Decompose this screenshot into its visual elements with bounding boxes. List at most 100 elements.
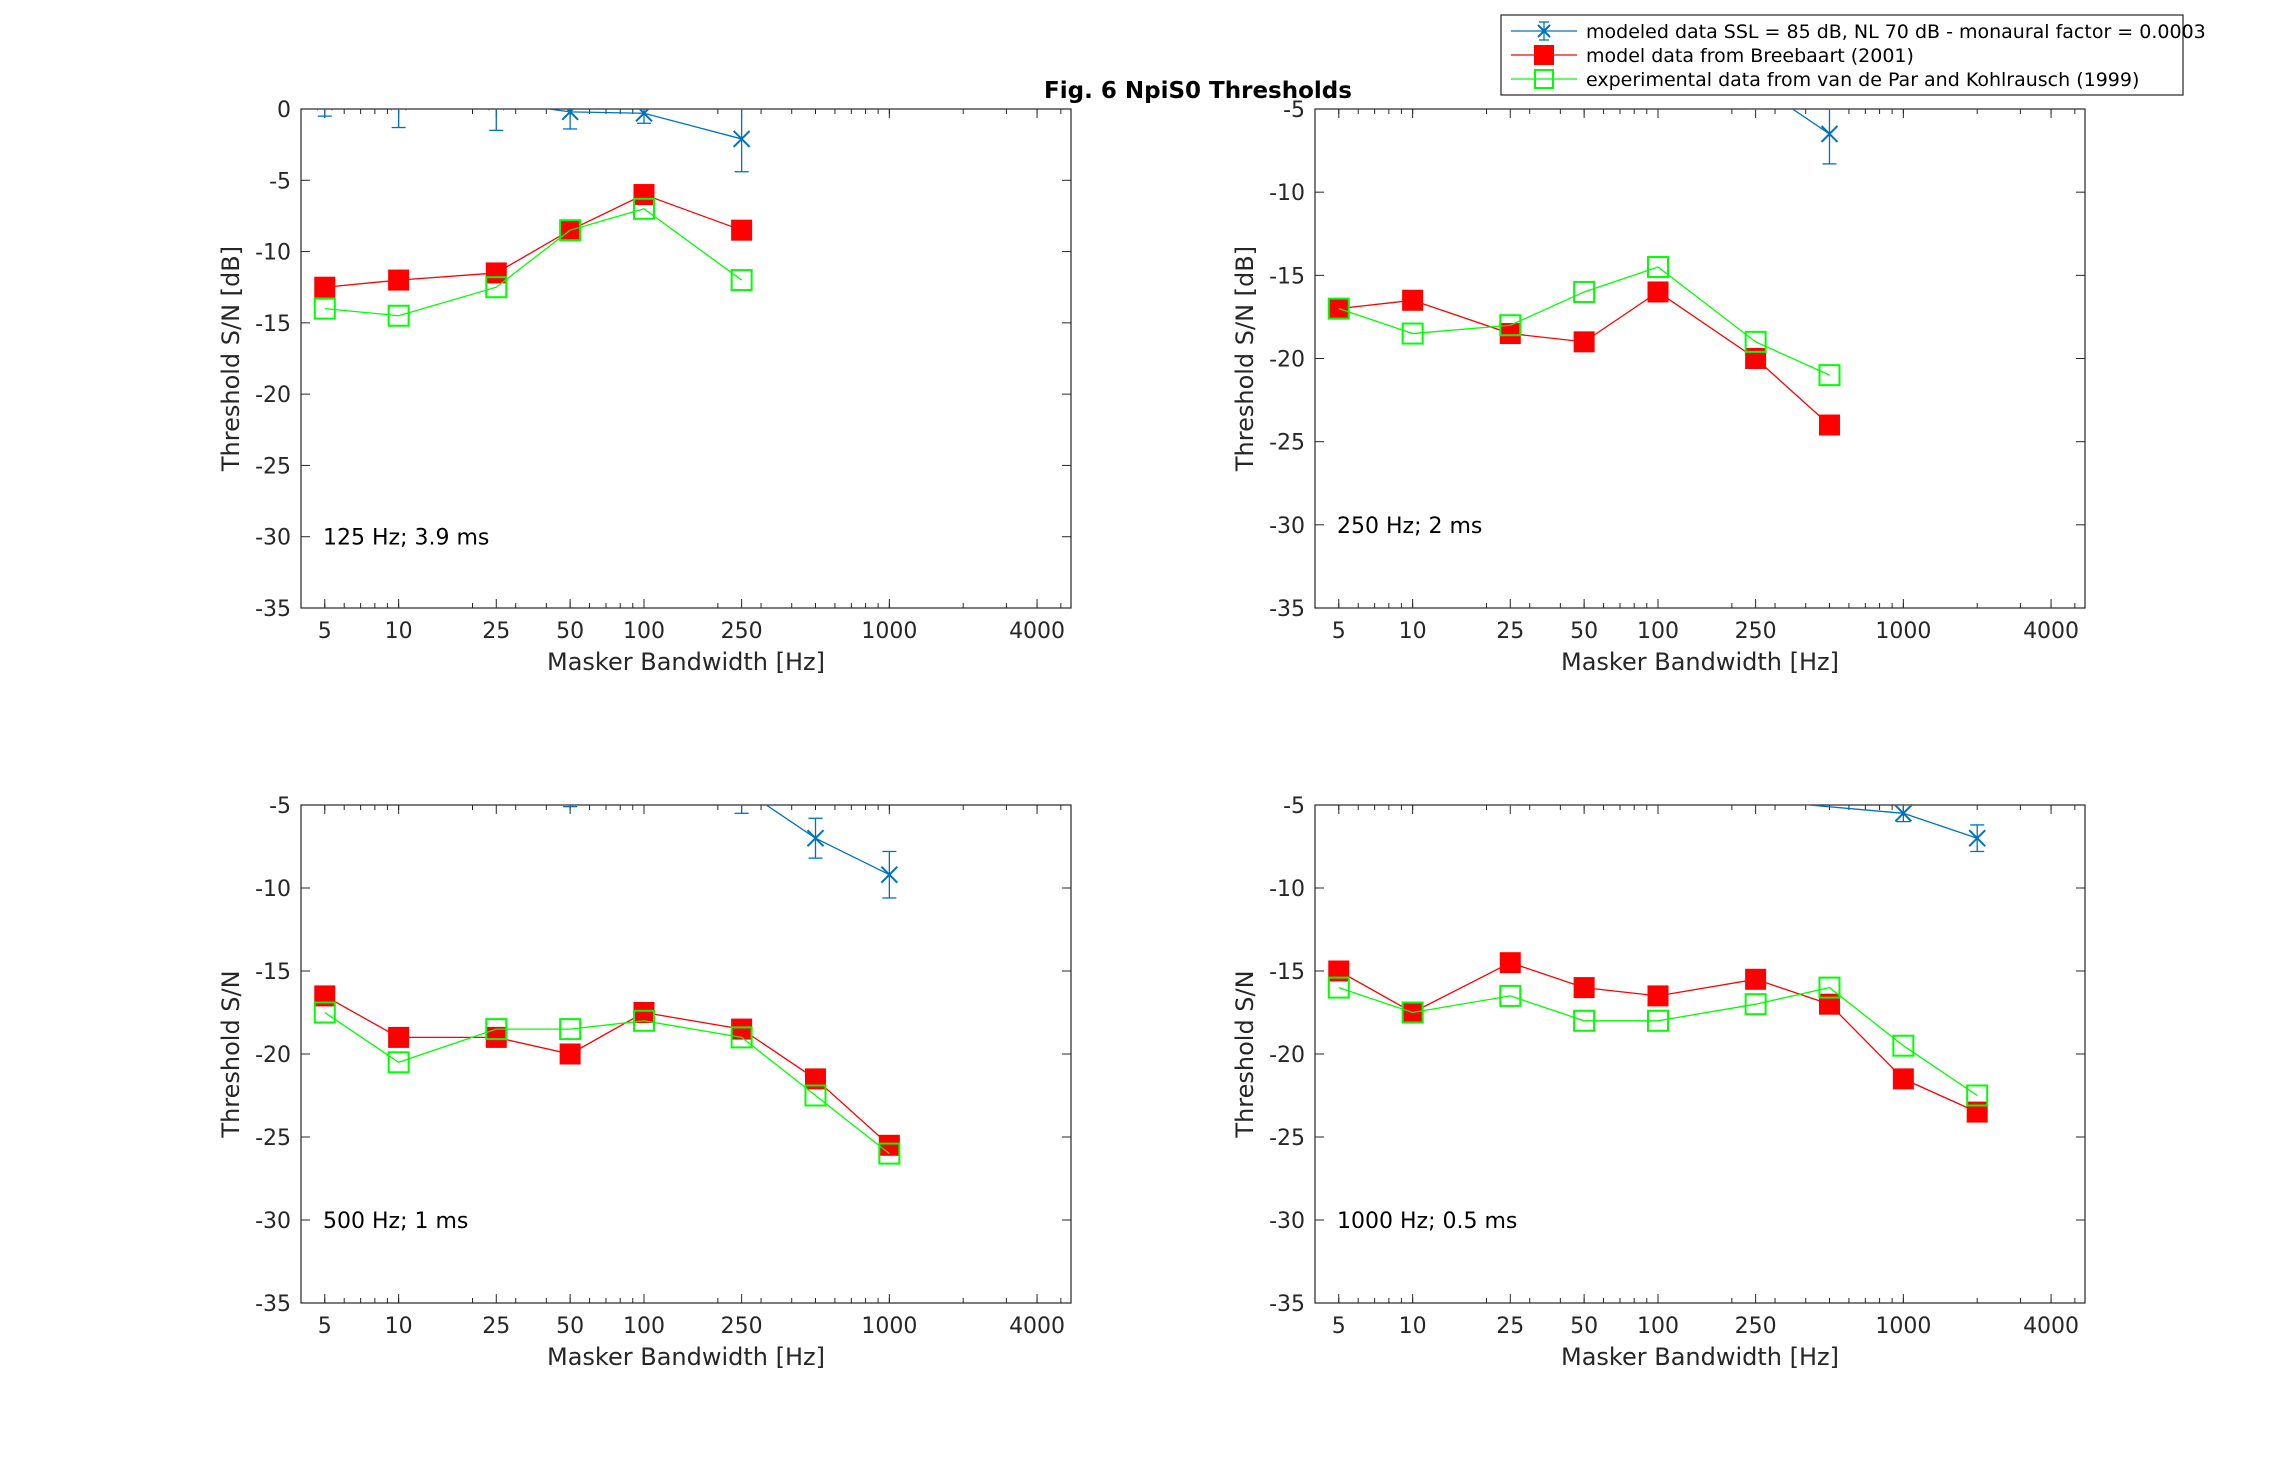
data-point-modeled-stroke: [316, 109, 320, 111]
data-point-modeled: [1502, 777, 1518, 793]
data-point-breebaart: [559, 1043, 581, 1065]
data-point-experimental: [313, 297, 336, 320]
x-tick-label: 1000: [861, 1314, 917, 1339]
y-tick-label: -30: [1269, 514, 1305, 539]
data-point-experimental: [730, 1026, 753, 1049]
axes-box: [1314, 804, 2086, 1304]
data-point-breebaart: [314, 985, 336, 1007]
data-point-experimental: [485, 276, 508, 299]
data-point-breebaart: [1499, 323, 1521, 345]
series-line-modeled: [544, 109, 742, 140]
series-line-experimental: [324, 1011, 890, 1155]
y-tick-label: -15: [255, 312, 291, 337]
legend-entry-modeled: modeled data SSL = 85 dB, NL 70 dB - mon…: [1586, 21, 2206, 43]
legend: modeled data SSL = 85 dB, NL 70 dB - mon…: [1500, 14, 2206, 96]
series-modeled: [562, 772, 899, 899]
y-tick-label: -10: [255, 877, 291, 902]
series-breebaart: [1328, 952, 1988, 1123]
series-line-experimental: [324, 208, 743, 317]
series-modeled: [316, 109, 751, 173]
data-point-modeled-stroke: [732, 130, 751, 148]
y-tick-label: -20: [255, 383, 291, 408]
data-point-modeled: [501, 109, 505, 111]
y-tick-label: -35: [1269, 597, 1305, 622]
y-tick-label: -25: [1269, 431, 1305, 456]
y-tick-label: -30: [255, 1209, 291, 1234]
x-tick-label: 5: [318, 1314, 332, 1339]
x-tick-label: 100: [623, 619, 665, 644]
x-tick-label: 5: [318, 619, 332, 644]
x-tick-label: 250: [1735, 1314, 1777, 1339]
x-tick-label: 1000: [1875, 1314, 1931, 1339]
y-tick-label: -25: [1269, 1126, 1305, 1151]
data-point-breebaart: [1647, 985, 1669, 1007]
plot-area: [1327, 777, 1989, 1123]
y-tick-label: -35: [255, 597, 291, 622]
data-point-modeled-stroke: [1968, 829, 1986, 847]
y-tick-label: -25: [255, 1126, 291, 1151]
figure-title: Fig. 6 NpiS0 Thresholds: [1044, 78, 1352, 104]
y-tick-label: -10: [255, 241, 291, 266]
series-line-modeled: [1791, 109, 1830, 135]
data-point-modeled-stroke: [734, 780, 750, 796]
x-tick-label: 100: [1637, 619, 1679, 644]
data-point-experimental: [730, 269, 753, 292]
legend-marker-filled-square: [1534, 45, 1554, 65]
x-tick-label: 4000: [2023, 619, 2079, 644]
data-point-experimental: [559, 219, 582, 242]
x-tick-label: 1000: [1875, 619, 1931, 644]
x-tick-label: 50: [1570, 619, 1598, 644]
x-tick-label: 4000: [1009, 1314, 1065, 1339]
data-point-experimental: [1499, 314, 1522, 337]
y-tick-label: -30: [255, 526, 291, 551]
data-point-modeled-stroke: [1894, 805, 1913, 823]
data-point-modeled-stroke: [1576, 777, 1592, 793]
data-point-breebaart: [633, 1002, 655, 1023]
series-modeled: [1502, 777, 1986, 853]
series-line-breebaart: [324, 193, 742, 288]
data-point-experimental: [632, 1009, 655, 1032]
axes-box: [1314, 108, 2086, 609]
data-point-experimental: [387, 1051, 410, 1074]
x-tick-label: 10: [1399, 619, 1427, 644]
y-axis-label: Threshold S/N: [1231, 970, 1259, 1138]
y-tick-label: -15: [1269, 960, 1305, 985]
data-point-experimental: [1499, 984, 1522, 1007]
legend-box: [1500, 14, 2184, 96]
y-tick-label: -20: [1269, 348, 1305, 373]
plot-area: [313, 109, 753, 327]
y-tick-label: -20: [255, 1043, 291, 1068]
x-axis-label: Masker Bandwidth [Hz]: [1561, 648, 1839, 676]
series-line-experimental: [1338, 266, 1830, 376]
series-breebaart: [314, 985, 900, 1156]
y-tick-label: -20: [1269, 1043, 1305, 1068]
x-tick-label: 10: [385, 1314, 413, 1339]
data-point-modeled: [562, 772, 578, 788]
data-point-breebaart: [388, 269, 410, 291]
series-line-modeled: [765, 805, 890, 876]
data-point-modeled-stroke: [1820, 125, 1839, 143]
y-tick-label: -10: [1269, 877, 1305, 902]
series-experimental: [313, 197, 753, 327]
data-point-modeled-stroke: [1502, 777, 1518, 793]
data-point-breebaart: [1402, 289, 1424, 311]
data-point-modeled-stroke: [389, 109, 393, 111]
data-point-experimental: [1744, 330, 1767, 353]
x-tick-label: 10: [1399, 1314, 1427, 1339]
data-point-experimental: [1327, 976, 1350, 999]
data-point-modeled: [1576, 777, 1592, 793]
x-tick-label: 25: [482, 1314, 510, 1339]
data-point-experimental: [804, 1084, 827, 1107]
legend-entry-experimental: experimental data from van de Par and Ko…: [1586, 69, 2139, 91]
chart-panel-bottom-right: 5 10 25 50 100 250 1000 4000 -35 -30 -25 -20 -15 -10 -…: [1231, 777, 2086, 1371]
axes-box: [300, 108, 1072, 609]
x-axis-label: Masker Bandwidth [Hz]: [1561, 1343, 1839, 1371]
data-point-modeled-stroke: [880, 866, 899, 884]
y-axis-label: Threshold S/N [dB]: [1231, 246, 1259, 472]
data-point-modeled-stroke: [635, 109, 650, 122]
data-point-breebaart: [1818, 414, 1840, 436]
x-tick-label: 1000: [861, 619, 917, 644]
data-point-experimental: [1327, 297, 1350, 320]
y-tick-label: -15: [255, 960, 291, 985]
